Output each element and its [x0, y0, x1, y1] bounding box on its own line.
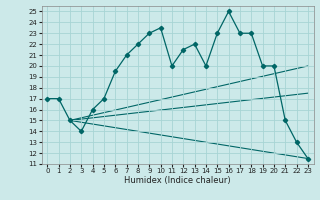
X-axis label: Humidex (Indice chaleur): Humidex (Indice chaleur): [124, 176, 231, 185]
